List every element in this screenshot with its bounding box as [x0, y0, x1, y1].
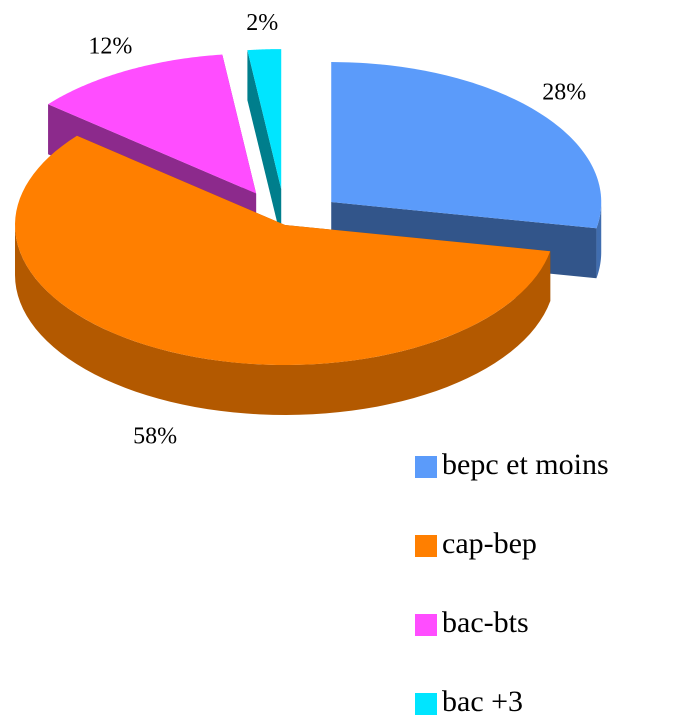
slice-side	[596, 202, 602, 279]
slice	[331, 62, 602, 229]
slice	[48, 54, 257, 194]
slice-wall	[247, 50, 282, 240]
legend-label: bac +3	[442, 685, 523, 718]
legend-swatch	[415, 693, 437, 715]
legend-swatch	[415, 456, 437, 478]
legend-label: bac-bts	[442, 606, 529, 639]
slice	[247, 49, 282, 190]
legend-label: cap-bep	[442, 527, 537, 560]
slice-side	[15, 225, 551, 415]
data-label: 12%	[88, 34, 132, 60]
legend-label: bepc et moins	[442, 448, 609, 481]
data-label: 58%	[133, 424, 177, 450]
legend-swatch	[415, 535, 437, 557]
data-label: 28%	[542, 80, 586, 106]
data-label: 2%	[246, 10, 278, 36]
legend-swatch	[415, 614, 437, 636]
slice	[15, 135, 551, 365]
